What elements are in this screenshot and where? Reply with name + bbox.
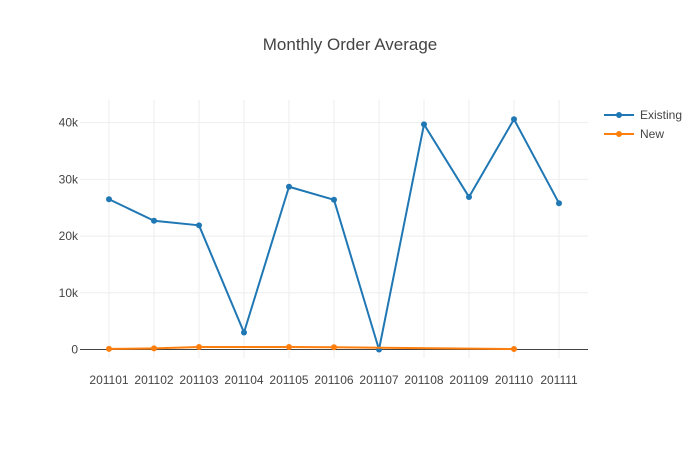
series-new bbox=[106, 343, 517, 353]
data-point[interactable] bbox=[556, 200, 562, 207]
data-point[interactable] bbox=[106, 196, 112, 203]
legend-label: Existing bbox=[640, 108, 682, 122]
data-point[interactable] bbox=[511, 116, 517, 123]
data-point[interactable] bbox=[106, 345, 112, 352]
x-tick-label: 201108 bbox=[404, 373, 443, 387]
x-tick-label: 201107 bbox=[359, 373, 398, 387]
series-lines bbox=[106, 116, 562, 353]
series-line bbox=[108, 345, 515, 351]
x-tick-label: 201103 bbox=[179, 373, 218, 387]
chart-title: Monthly Order Average bbox=[263, 35, 438, 54]
data-point[interactable] bbox=[241, 329, 247, 336]
data-point[interactable] bbox=[151, 345, 157, 352]
legend-item-new[interactable]: New bbox=[604, 127, 664, 141]
data-point[interactable] bbox=[286, 343, 292, 350]
data-point[interactable] bbox=[196, 343, 202, 350]
data-point[interactable] bbox=[511, 346, 517, 353]
legend[interactable]: Existing New bbox=[604, 108, 682, 141]
y-tick-label: 10k bbox=[59, 286, 79, 300]
legend-marker bbox=[616, 112, 622, 118]
data-point[interactable] bbox=[466, 193, 472, 200]
legend-item-existing[interactable]: Existing bbox=[604, 108, 682, 122]
data-point[interactable] bbox=[286, 183, 292, 190]
x-tick-label: 201105 bbox=[269, 373, 308, 387]
x-tick-label: 201111 bbox=[540, 373, 578, 387]
x-tick-label: 201101 bbox=[89, 373, 128, 387]
data-point[interactable] bbox=[331, 196, 337, 203]
grid-lines bbox=[80, 100, 588, 358]
data-point[interactable] bbox=[151, 217, 157, 224]
data-point[interactable] bbox=[421, 121, 427, 128]
y-tick-label: 0 bbox=[71, 342, 78, 356]
axes: 0 10k 20k 30k 40k 201101 201102 201103 201104 201… bbox=[59, 116, 588, 387]
x-tick-label: 201104 bbox=[224, 373, 263, 387]
y-tick-label: 40k bbox=[59, 116, 79, 130]
y-tick-label: 20k bbox=[59, 229, 79, 243]
x-tick-label: 201106 bbox=[314, 373, 353, 387]
x-tick-label: 201102 bbox=[134, 373, 173, 387]
data-point[interactable] bbox=[196, 222, 202, 229]
legend-label: New bbox=[640, 127, 664, 141]
data-point[interactable] bbox=[331, 344, 337, 351]
legend-marker bbox=[616, 131, 622, 137]
x-tick-label: 201109 bbox=[449, 373, 488, 387]
y-tick-label: 30k bbox=[59, 172, 79, 186]
x-tick-label: 201110 bbox=[495, 373, 534, 387]
